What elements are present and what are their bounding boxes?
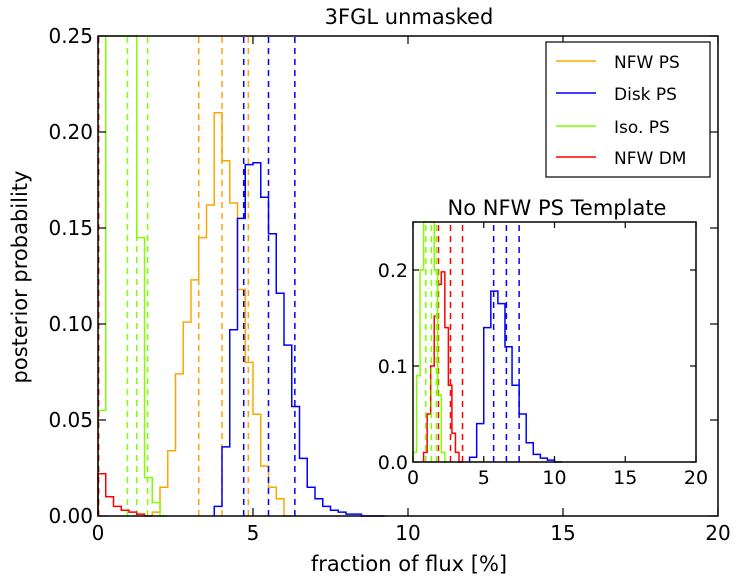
main-y-tick-label-3: 0.15 [48,216,93,240]
inset-x-tick-label-3: 15 [613,467,637,489]
main-iso-ps-histogram [97,35,168,517]
legend-label-disk-ps: Disk PS [614,85,677,105]
main-disk-ps-histogram [213,161,385,517]
main-x-tick-label-2: 10 [395,521,420,545]
main-chart-title: 3FGL unmasked [325,5,494,29]
main-x-tick-label-0: 0 [92,521,105,545]
legend-label-nfw-ps: NFW PS [614,53,680,73]
inset-x-tick-label-4: 20 [684,467,708,489]
main-x-tick-label-1: 5 [247,521,260,545]
legend: NFW PS Disk PS Iso. PS NFW DM [545,41,711,178]
inset-chart-title: No NFW PS Template [448,196,667,220]
inset-x-tick-label-2: 10 [542,467,566,489]
main-y-tick-label-4: 0.20 [48,120,93,144]
inset-plot-frame [412,221,697,463]
inset-y-tick-label-2: 0.2 [378,260,408,282]
inset-y-tick-label-0: 0.0 [378,452,408,474]
inset-background [413,222,696,462]
inset-x-tick-label-1: 5 [478,467,490,489]
main-x-tick-label-4: 20 [705,521,730,545]
legend-label-nfw-dm: NFW DM [614,149,686,169]
y-axis-label: posterior probability [8,171,32,384]
inset-y-tick-label-1: 0.1 [378,356,408,378]
main-plot-frame [97,35,719,517]
main-series-group [97,35,385,517]
main-plot: 3FGL unmasked fraction of flux [%] poste… [8,5,731,576]
main-ticks-group: 0 5 10 15 200.000.050.100.150.200.25 [48,24,730,545]
main-y-tick-label-2: 0.10 [48,312,93,336]
main-y-tick-label-5: 0.25 [48,24,93,48]
inset-disk-ps-histogram [468,290,562,463]
inset-nfw-dm-histogram [422,271,463,463]
inset-x-tick-label-0: 0 [407,467,419,489]
inset-ticks-group: 0 5 10 15 20 0.0 0.1 0.2 [378,222,708,489]
main-x-tick-label-3: 15 [550,521,575,545]
x-axis-label: fraction of flux [%] [311,552,507,576]
main-nfw-dm-histogram [97,473,153,517]
legend-label-iso-ps: Iso. PS [614,118,670,138]
main-y-tick-label-0: 0.00 [48,504,93,528]
legend-box [545,41,711,178]
inset-series-group [412,221,562,463]
main-y-tick-label-1: 0.05 [48,408,93,432]
inset-plot: No NFW PS Template 0 5 10 15 20 0.0 0.1 0.2 [378,196,708,489]
